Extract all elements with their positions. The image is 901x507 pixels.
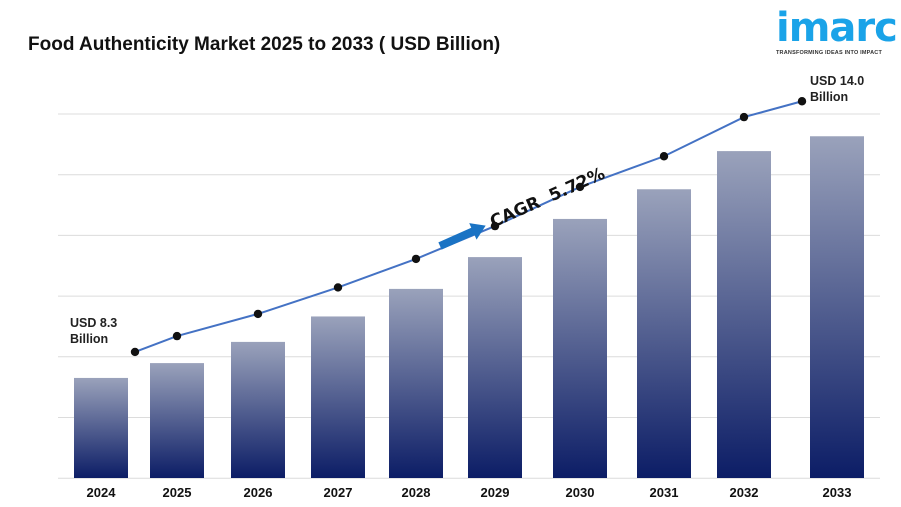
bar-2027 xyxy=(311,316,365,478)
trend-point xyxy=(739,112,749,122)
trend-point xyxy=(659,152,669,161)
end-value: USD 14.0 xyxy=(810,74,865,88)
chart-title: Food Authenticity Market 2025 to 2033 ( … xyxy=(28,34,501,55)
logo-word: imarc xyxy=(776,5,898,51)
imarc-logo: imarc TRANSFORMING IDEAS INTO IMPACT xyxy=(776,5,898,56)
bar-2024 xyxy=(74,377,128,478)
bar-2026 xyxy=(231,341,285,478)
x-tick-label: 2024 xyxy=(87,485,117,500)
start-value: USD 8.3 xyxy=(70,316,118,330)
end-unit: Billion xyxy=(810,90,849,104)
bar-2030 xyxy=(553,218,607,478)
x-tick-label: 2029 xyxy=(481,485,510,500)
bar-2031 xyxy=(637,189,691,479)
trend-point xyxy=(130,347,140,357)
end-value-callout: USD 14.0 Billion xyxy=(810,73,864,105)
x-tick-label: 2031 xyxy=(650,485,679,500)
x-tick-label: 2028 xyxy=(402,485,431,500)
bar-2029 xyxy=(468,257,522,478)
bar-2032 xyxy=(717,151,771,478)
trend-point xyxy=(172,331,182,341)
x-tick-label: 2030 xyxy=(566,485,595,500)
x-tick-label: 2025 xyxy=(163,485,192,500)
bar-2028 xyxy=(389,288,443,478)
trend-point xyxy=(490,221,500,231)
cagr-arrow-icon xyxy=(438,223,486,250)
x-tick-label: 2027 xyxy=(324,485,353,500)
trend-point xyxy=(253,309,263,319)
x-tick-label: 2032 xyxy=(730,485,759,500)
trend-point xyxy=(411,254,421,264)
trend-point xyxy=(333,283,343,292)
bar-2033 xyxy=(810,136,864,479)
trend-point xyxy=(797,97,807,106)
start-value-callout: USD 8.3 Billion xyxy=(70,315,117,347)
x-tick-label: 2033 xyxy=(823,485,852,500)
trend-point xyxy=(575,182,585,192)
start-unit: Billion xyxy=(70,332,109,346)
bar-2025 xyxy=(150,363,204,478)
x-tick-label: 2026 xyxy=(244,485,273,500)
logo-tagline: TRANSFORMING IDEAS INTO IMPACT xyxy=(776,50,883,56)
